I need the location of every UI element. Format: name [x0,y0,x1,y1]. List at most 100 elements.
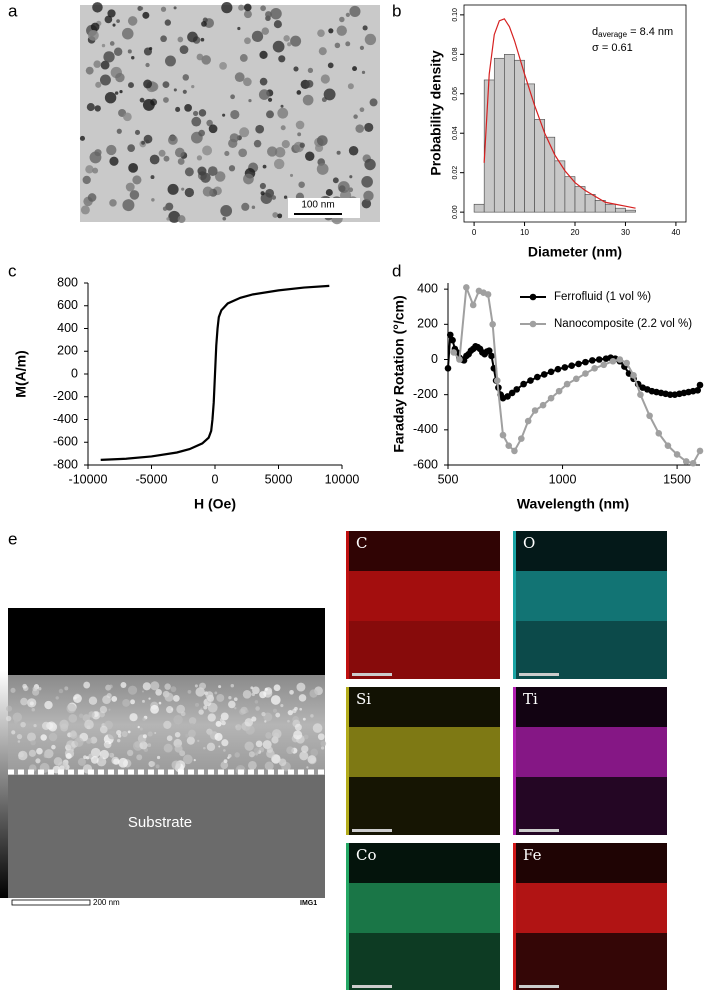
data-point [469,301,477,309]
grain [186,736,195,745]
particle [196,155,203,161]
particle [297,132,302,137]
grain [273,684,281,692]
particle [345,41,351,47]
particle [109,199,117,207]
y-tick-label: -600 [53,435,78,449]
particle [274,146,286,158]
grain [20,697,28,706]
particle [164,19,171,26]
particle [173,6,177,10]
particle [208,124,218,134]
particle [116,19,120,23]
grain [198,709,204,715]
grain [62,761,69,767]
particle [266,146,278,157]
particle [258,89,270,100]
data-point [554,365,562,373]
grain [12,712,22,722]
particle [200,37,205,42]
particle [198,129,205,137]
particle [174,147,185,158]
grain [301,745,309,753]
grain [247,760,257,770]
particle [353,114,358,119]
grain [148,697,151,700]
particle [317,29,325,37]
grain [58,688,64,694]
grain [164,683,171,690]
particle [191,116,202,127]
annotation-subscript: average [598,30,627,39]
y-tick-label: -400 [53,412,78,426]
grain [33,724,37,728]
particle [95,81,102,88]
particle [113,47,123,56]
particle [182,74,190,81]
y-axis-label: Probability density [428,50,444,175]
map-color-strip [346,687,349,835]
particle [307,67,314,73]
particle [128,162,139,173]
particle [248,98,252,103]
grain [245,725,255,735]
panel-label: b [392,1,401,20]
grain [53,757,63,766]
y-tick-label: 0.08 [452,47,459,61]
particle [364,158,376,171]
particle [141,140,145,145]
particle [355,124,365,133]
grain [272,708,278,713]
grain [206,742,216,752]
data-point [664,442,672,449]
particle [243,173,254,185]
legend-label: Ferrofluid (1 vol %) [554,291,651,303]
particle [243,3,252,12]
x-tick-label: 500 [438,472,459,486]
particle [364,122,374,132]
particle [173,88,177,92]
particle [273,20,282,29]
map-color-strip [346,531,349,679]
particle [336,25,347,36]
particle [207,166,218,176]
grain [248,751,255,758]
particle [143,134,153,144]
grain [307,755,317,764]
grain [28,749,37,757]
particle [158,149,166,157]
grain [172,694,180,702]
particle [200,172,211,183]
grain [264,687,268,691]
grain [68,714,78,723]
grain [233,697,238,702]
scale-bar [11,899,91,906]
grain [158,701,162,705]
x-tick-label: -10000 [69,472,108,486]
grain [259,691,267,699]
particle [101,43,106,48]
particle [166,217,170,221]
particle [349,175,353,179]
particle [92,167,99,174]
grain [40,734,47,741]
map-substrate [346,933,500,990]
grain [109,684,113,689]
particle [293,66,299,72]
grain [252,686,260,695]
grain [142,682,151,691]
grain [251,716,257,722]
particle [177,215,186,224]
substrate-label: Substrate [128,814,192,831]
particle [237,26,241,31]
element-label: Co [356,846,377,864]
data-point [630,372,637,379]
particle [347,83,354,90]
x-tick-label: 30 [621,228,630,237]
histogram-bar [574,186,586,213]
particle [82,175,91,185]
grain [150,761,156,767]
grain [166,735,173,742]
particle [243,77,252,87]
annotation-text: σ = 0.61 [592,42,633,54]
